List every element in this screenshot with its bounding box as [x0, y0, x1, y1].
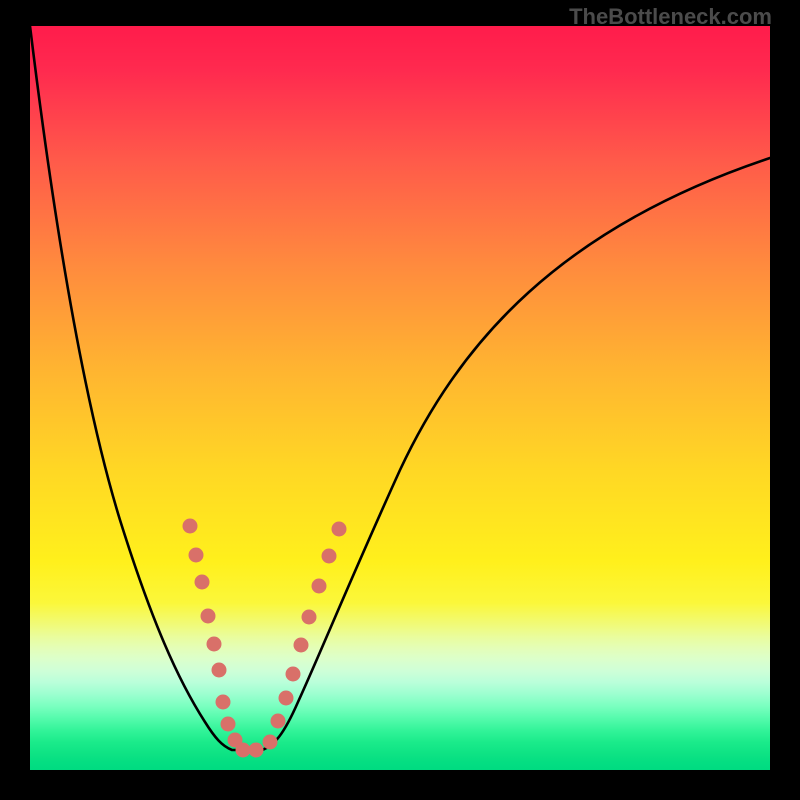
curve-layer — [0, 0, 800, 800]
left-dot-cluster — [183, 519, 264, 758]
data-point — [183, 519, 198, 534]
data-point — [212, 663, 227, 678]
data-point — [201, 609, 216, 624]
watermark-text: TheBottleneck.com — [569, 4, 772, 30]
data-point — [236, 743, 251, 758]
data-point — [322, 549, 337, 564]
data-point — [286, 667, 301, 682]
data-point — [332, 522, 347, 537]
data-point — [216, 695, 231, 710]
data-point — [189, 548, 204, 563]
data-point — [312, 579, 327, 594]
data-point — [263, 735, 278, 750]
data-point — [279, 691, 294, 706]
chart-root: TheBottleneck.com — [0, 0, 800, 800]
data-point — [249, 743, 264, 758]
data-point — [302, 610, 317, 625]
data-point — [195, 575, 210, 590]
right-dot-cluster — [263, 522, 347, 750]
bottleneck-curve — [30, 26, 770, 750]
data-point — [207, 637, 222, 652]
data-point — [221, 717, 236, 732]
data-point — [271, 714, 286, 729]
data-point — [294, 638, 309, 653]
